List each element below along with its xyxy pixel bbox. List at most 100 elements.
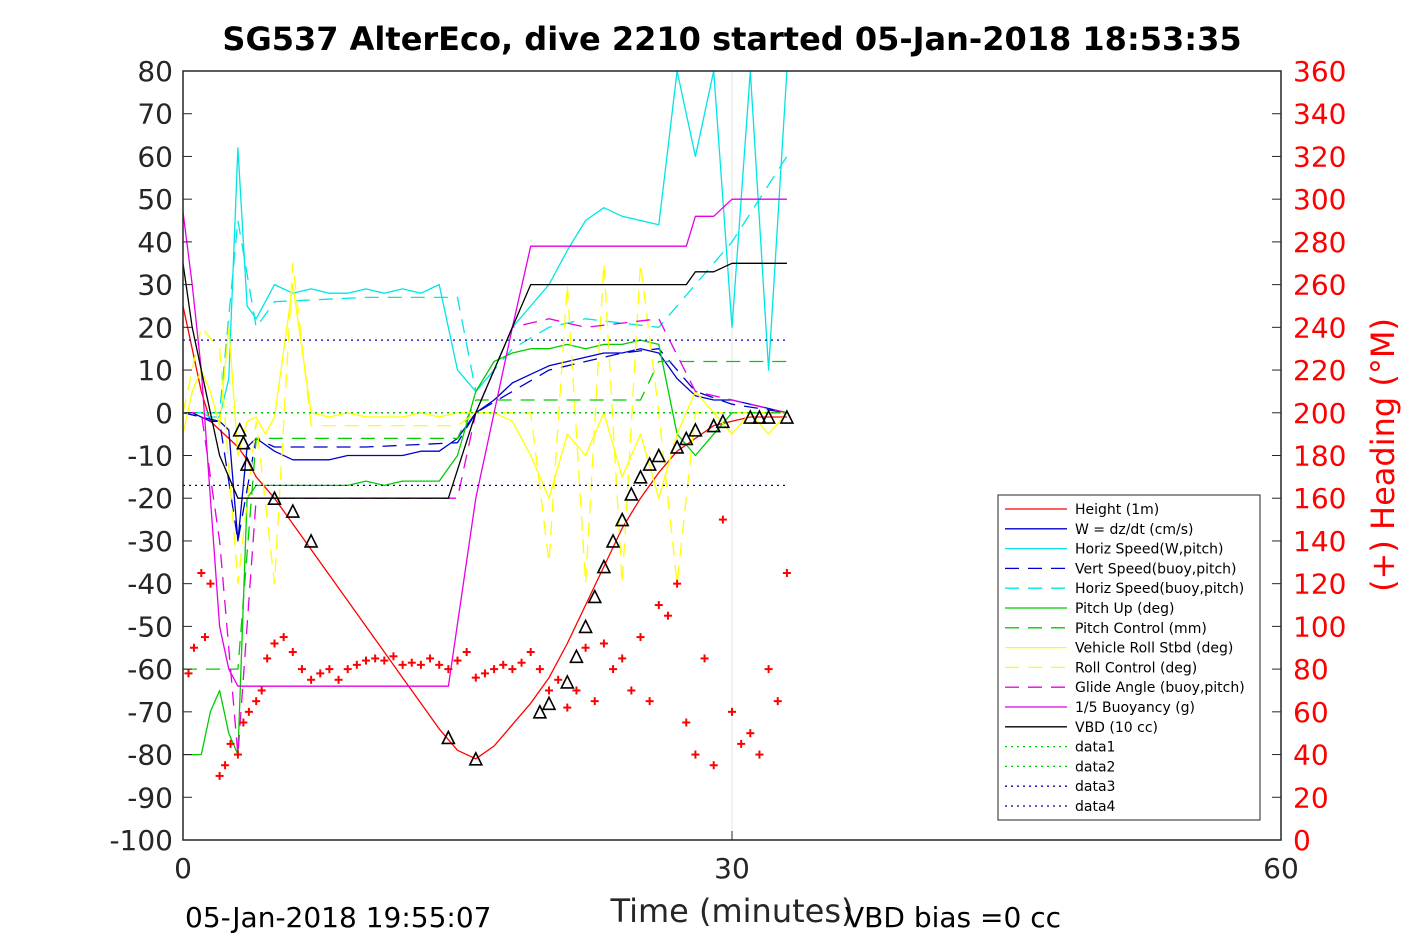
event-marker <box>624 486 639 501</box>
legend-entry: Vert Speed(buoy,pitch) <box>1075 561 1237 577</box>
heading-point <box>184 669 193 678</box>
heading-point <box>197 568 206 577</box>
heading-point <box>508 665 517 674</box>
heading-point <box>316 669 325 678</box>
series-line-7 <box>182 283 788 499</box>
y-tick-label: 80 <box>137 55 173 88</box>
chart-title: SG537 AlterEco, dive 2210 started 05-Jan… <box>222 20 1241 58</box>
heading-point <box>352 660 361 669</box>
series-line-3 <box>182 348 788 542</box>
event-marker <box>605 533 621 548</box>
series-line-8 <box>182 262 787 585</box>
event-marker <box>706 417 721 433</box>
event-marker <box>779 409 795 424</box>
heading-point <box>453 656 462 665</box>
event-marker <box>614 511 630 527</box>
footer-timestamp: 05-Jan-2018 19:55:07 <box>185 901 491 934</box>
heading-point <box>206 579 215 588</box>
heading-point <box>718 515 727 524</box>
heading-point <box>233 750 242 759</box>
y2-tick-label: 160 <box>1293 482 1346 515</box>
event-marker <box>569 648 584 664</box>
event-marker <box>587 588 603 604</box>
heading-point <box>700 654 709 663</box>
x-tick-label: 30 <box>714 852 750 885</box>
heading-point <box>709 761 718 770</box>
event-marker <box>239 456 255 471</box>
heading-point <box>244 707 253 716</box>
legend-entry: Glide Angle (buoy,pitch) <box>1075 680 1245 696</box>
y2-tick-label: 200 <box>1293 397 1346 430</box>
y2-tick-label: 220 <box>1293 354 1346 387</box>
y2-tick-label: 100 <box>1293 610 1346 643</box>
event-marker <box>633 469 648 484</box>
y2-tick-label: 280 <box>1293 226 1346 259</box>
y-tick-label: -60 <box>127 653 173 686</box>
legend-entry: Horiz Speed(W,pitch) <box>1075 542 1223 558</box>
heading-point <box>581 643 590 652</box>
heading-point <box>572 686 581 695</box>
heading-point <box>252 697 261 706</box>
heading-point <box>239 718 248 727</box>
heading-point <box>535 665 544 674</box>
event-marker <box>441 729 456 745</box>
heading-point <box>764 665 773 674</box>
y2-tick-label: 320 <box>1293 140 1346 173</box>
heading-point <box>221 761 230 770</box>
legend-entry: Pitch Control (mm) <box>1075 621 1207 637</box>
series-line-11 <box>182 262 787 499</box>
heading-point <box>728 707 736 716</box>
event-marker <box>642 456 657 471</box>
heading-point <box>263 654 272 663</box>
y-tick-label: -70 <box>127 696 173 729</box>
heading-point <box>297 665 306 674</box>
heading-point <box>416 660 425 669</box>
right-axis: 3603403203002802602402202001801601401201… <box>1272 55 1346 857</box>
heading-point <box>554 675 563 684</box>
y2-tick-label: 40 <box>1293 739 1329 772</box>
legend: Height (1m) W = dz/dt (cm/s) Horiz Speed(W… <box>997 494 1261 821</box>
event-marker <box>468 751 484 766</box>
heading-point <box>334 675 343 684</box>
heading-point <box>654 601 663 610</box>
heading-point <box>380 656 389 665</box>
legend-entry: Horiz Speed(buoy,pitch) <box>1075 581 1244 597</box>
event-marker <box>236 434 251 450</box>
heading-point <box>200 633 209 642</box>
legend-entry: data4 <box>1075 799 1116 815</box>
heading-point <box>673 579 682 588</box>
y-tick-label: -100 <box>109 824 173 857</box>
heading-point <box>517 658 526 667</box>
event-marker <box>761 409 776 424</box>
heading-point <box>343 665 352 674</box>
heading-point <box>499 660 508 669</box>
legend-entry: Roll Control (deg) <box>1075 660 1197 676</box>
event-marker <box>678 430 694 446</box>
legend-entry: data2 <box>1075 759 1115 775</box>
legend-entry: VBD (10 cc) <box>1075 720 1158 736</box>
y2-tick-label: 120 <box>1293 568 1346 601</box>
heading-point <box>398 660 407 669</box>
heading-point <box>645 697 654 706</box>
heading-point <box>362 656 370 665</box>
legend-entry: Pitch Up (deg) <box>1075 601 1174 617</box>
y2-tick-label: 260 <box>1293 269 1346 302</box>
legend-entry: 1/5 Buoyancy (g) <box>1075 700 1195 716</box>
y2-tick-label: 240 <box>1293 311 1346 344</box>
event-marker <box>267 490 282 506</box>
y2-tick-label: 300 <box>1293 183 1346 216</box>
x-axis: 0 30 60 <box>174 831 1299 885</box>
event-marker <box>651 447 667 463</box>
heading-point <box>462 648 471 657</box>
heading-point <box>782 568 791 577</box>
legend-entry: Height (1m) <box>1075 502 1159 518</box>
heading-point <box>563 703 572 712</box>
series-layer <box>182 70 788 760</box>
heading-point <box>755 750 764 759</box>
heading-point <box>773 697 782 706</box>
event-marker <box>560 674 575 689</box>
heading-point <box>288 648 297 657</box>
y-tick-label: 60 <box>137 140 173 173</box>
legend-entry: data3 <box>1075 779 1115 795</box>
